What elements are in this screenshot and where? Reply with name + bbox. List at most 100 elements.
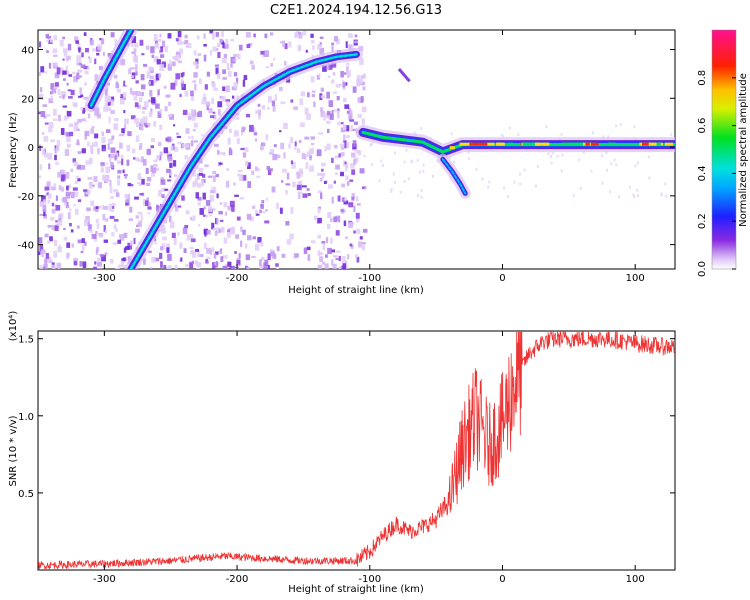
noise-cell [344, 141, 350, 149]
noise-cell [198, 254, 204, 257]
noise-cell [481, 177, 484, 181]
noise-cell [142, 106, 147, 110]
noise-cell [348, 44, 352, 51]
noise-cell [191, 135, 194, 140]
noise-cell [634, 164, 637, 168]
noise-cell [299, 171, 303, 177]
noise-cell [161, 40, 166, 48]
noise-cell [226, 101, 229, 107]
noise-cell [590, 169, 593, 173]
noise-cell [38, 72, 41, 77]
noise-cell [225, 38, 229, 45]
noise-cell [335, 258, 339, 261]
noise-cell [242, 79, 246, 87]
noise-cell [180, 257, 183, 262]
noise-cell [117, 179, 121, 186]
noise-cell [222, 69, 226, 74]
noise-cell [271, 100, 276, 107]
noise-cell [203, 242, 207, 250]
noise-cell [166, 243, 170, 251]
noise-cell [202, 192, 206, 200]
noise-cell [134, 43, 139, 48]
noise-cell [162, 236, 167, 241]
noise-cell [357, 114, 362, 118]
noise-cell [119, 142, 123, 149]
noise-cell [231, 205, 235, 212]
noise-cell [100, 254, 105, 258]
noise-cell [80, 165, 86, 170]
noise-cell [110, 161, 114, 168]
noise-cell [500, 133, 503, 137]
noise-cell [74, 122, 78, 126]
noise-cell [617, 195, 620, 199]
noise-cell [217, 150, 220, 155]
noise-cell [201, 134, 204, 137]
y-tick-label: -20 [18, 192, 34, 203]
noise-cell [59, 169, 65, 175]
noise-cell [332, 263, 337, 269]
noise-cell [353, 230, 356, 234]
noise-cell [136, 91, 141, 97]
noise-cell [155, 257, 160, 262]
snr-ticks: -300 -200 -100 0 100 0.5 1.0 1.5 [18, 331, 675, 585]
noise-cell [96, 206, 101, 209]
noise-cell [102, 213, 106, 221]
noise-cell [129, 184, 134, 187]
noise-cell [76, 225, 80, 229]
noise-cell [123, 124, 127, 131]
noise-cell [96, 223, 100, 229]
noise-cell [317, 217, 322, 224]
noise-cell [305, 49, 308, 53]
noise-cell [219, 38, 223, 44]
noise-cell [214, 230, 218, 236]
noise-cell [174, 146, 179, 152]
noise-cell [337, 112, 340, 119]
hot-spot [656, 142, 661, 146]
noise-cell [72, 187, 78, 191]
noise-cell [48, 126, 53, 133]
noise-cell [87, 113, 91, 119]
noise-cell [284, 61, 287, 66]
noise-cell [97, 262, 102, 267]
noise-cell [150, 46, 155, 54]
noise-cell [66, 185, 69, 191]
noise-cell [202, 97, 206, 100]
noise-cell [167, 253, 172, 261]
noise-cell [194, 178, 198, 186]
noise-cell [109, 156, 112, 163]
noise-cell [45, 33, 49, 38]
noise-cell [234, 194, 239, 197]
noise-cell [244, 147, 249, 152]
noise-cell [159, 151, 163, 156]
noise-cell [362, 186, 367, 190]
noise-cell [204, 230, 207, 237]
noise-cell [332, 72, 336, 76]
x-tick-label: 100 [626, 273, 645, 284]
noise-cell [253, 33, 256, 38]
noise-cell [344, 161, 347, 165]
noise-cell [164, 45, 168, 53]
noise-cell [208, 107, 213, 114]
noise-cell [53, 54, 58, 57]
noise-cell [167, 114, 172, 117]
noise-cell [207, 229, 211, 235]
noise-cell [361, 242, 366, 245]
noise-cell [203, 93, 206, 100]
noise-cell [358, 241, 362, 248]
noise-cell [57, 247, 62, 253]
noise-cell [206, 199, 211, 206]
noise-cell [73, 203, 76, 207]
noise-cell [180, 72, 184, 78]
noise-cell [255, 209, 258, 217]
noise-cell [247, 181, 252, 189]
noise-cell [211, 186, 217, 194]
noise-cell [157, 38, 162, 42]
noise-cell [175, 73, 181, 80]
noise-cell [182, 109, 188, 116]
noise-cell [282, 40, 286, 48]
noise-cell [506, 195, 509, 199]
noise-cell [134, 118, 139, 124]
noise-cell [160, 261, 163, 268]
noise-cell [244, 243, 248, 249]
noise-cell [205, 230, 209, 234]
